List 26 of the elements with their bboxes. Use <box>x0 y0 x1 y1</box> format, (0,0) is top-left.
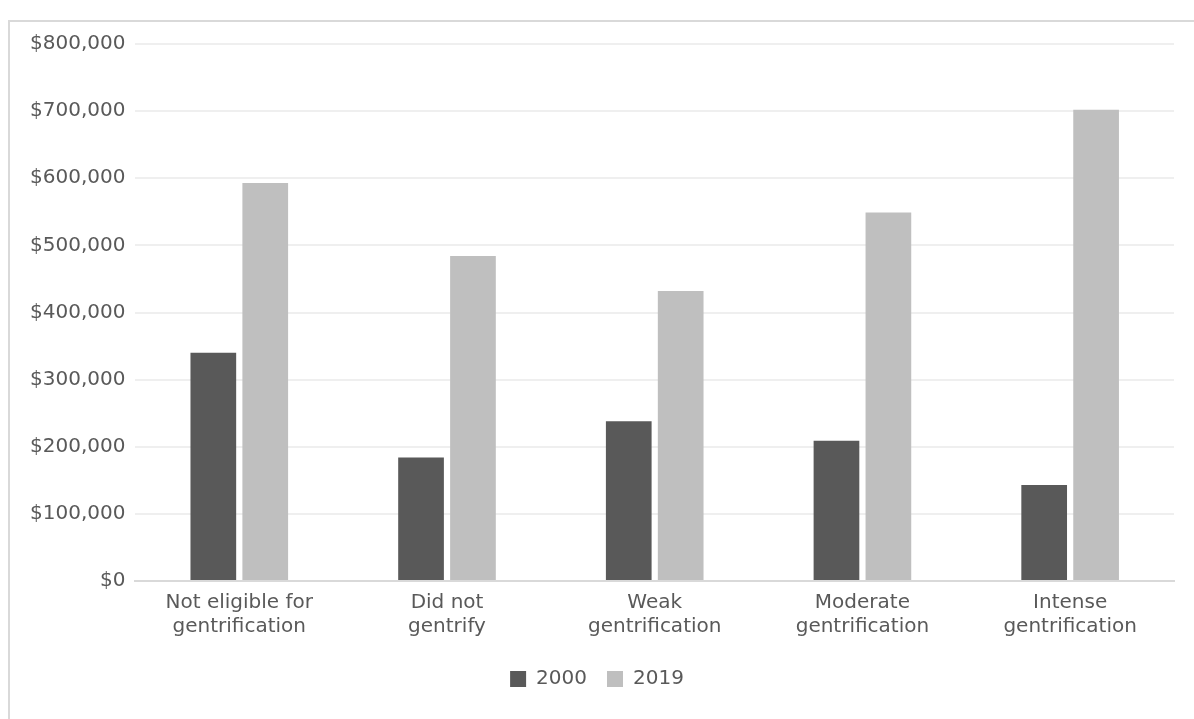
bar <box>190 352 237 580</box>
x-tick-label: Intense gentrification <box>1003 589 1137 638</box>
bar <box>450 256 496 580</box>
y-tick-label: $600,000 <box>29 164 126 189</box>
x-tick-label: Moderate gentrification <box>795 589 930 638</box>
bar <box>398 457 444 580</box>
y-tick-label: $200,000 <box>29 432 126 457</box>
bar <box>813 440 860 580</box>
y-tick-label: $500,000 <box>29 231 126 256</box>
bar <box>657 291 704 580</box>
y-tick-label: $300,000 <box>29 365 126 390</box>
x-tick-label: Weak gentrification <box>587 589 722 638</box>
legend-label: 2019 <box>633 665 684 690</box>
y-tick-label: $800,000 <box>29 30 126 55</box>
y-tick-label: $100,000 <box>29 500 126 525</box>
bar <box>605 421 652 580</box>
y-tick-label: $0 <box>99 567 126 592</box>
legend-label: 2000 <box>536 665 588 690</box>
y-tick-label: $700,000 <box>29 97 126 122</box>
bar <box>1021 485 1068 580</box>
bar <box>865 212 912 580</box>
bar <box>1073 109 1119 580</box>
bar <box>242 182 289 580</box>
x-tick-label: Did not gentrify <box>408 589 487 638</box>
x-tick-label: Not eligible for gentrification <box>165 589 314 638</box>
y-tick-label: $400,000 <box>29 298 126 323</box>
